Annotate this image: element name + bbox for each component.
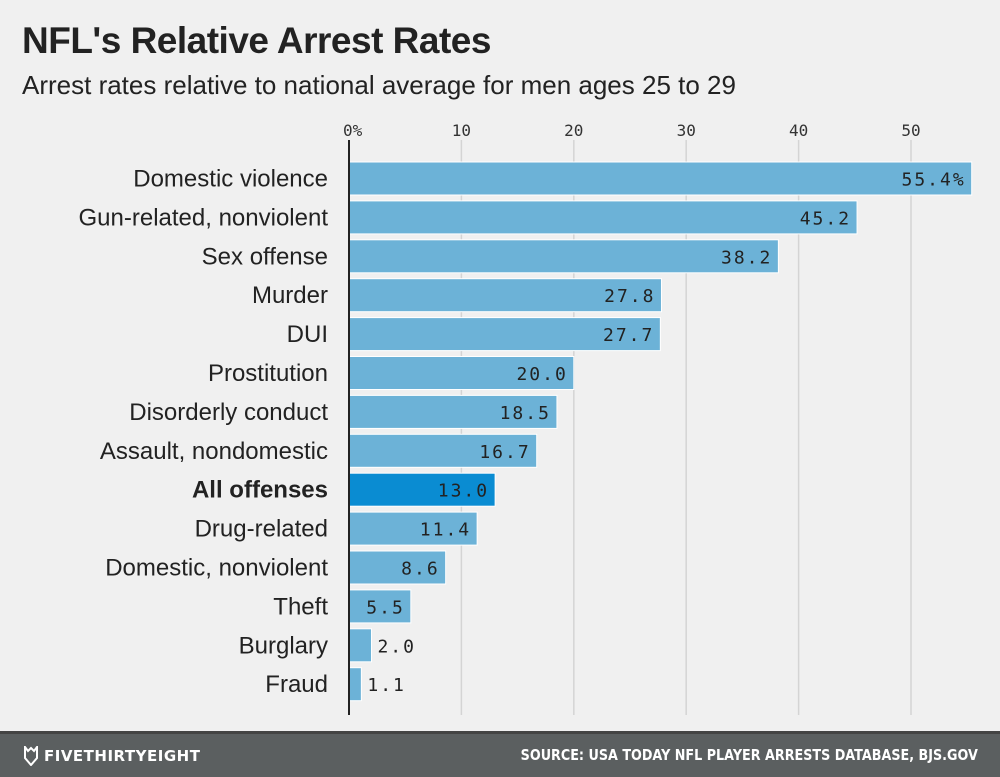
- value-label: 27.7: [603, 325, 654, 346]
- category-label: Theft: [273, 593, 328, 620]
- bar: [348, 628, 372, 663]
- bar: [348, 239, 779, 274]
- x-tick-label: 10: [452, 121, 471, 140]
- footer: FIVETHIRTYEIGHT SOURCE: USA TODAY NFL PL…: [0, 731, 1000, 777]
- value-label: 13.0: [438, 481, 489, 502]
- x-tick-label: 20: [564, 121, 583, 140]
- category-label: Prostitution: [208, 360, 328, 387]
- value-label: 27.8: [604, 286, 655, 307]
- value-label: 55.4%: [902, 170, 966, 191]
- fivethirtyeight-logo-icon: [24, 746, 38, 766]
- category-label: Fraud: [265, 671, 328, 698]
- brand-name: FIVETHIRTYEIGHT: [44, 747, 201, 765]
- bar: [348, 550, 447, 585]
- source-note: SOURCE: USA TODAY NFL PLAYER ARRESTS DAT…: [520, 746, 978, 764]
- value-label: 2.0: [377, 636, 416, 657]
- value-label: 18.5: [500, 403, 551, 424]
- category-label: Burglary: [239, 632, 328, 659]
- chart-title: NFL's Relative Arrest Rates: [22, 20, 491, 61]
- category-label: DUI: [287, 321, 328, 348]
- category-label: Domestic violence: [133, 166, 328, 193]
- bar: [348, 161, 973, 196]
- value-label: 5.5: [366, 597, 405, 618]
- category-label: Murder: [252, 282, 328, 309]
- bar: [348, 472, 496, 507]
- category-label: Assault, nondomestic: [100, 438, 328, 465]
- bar: [348, 278, 662, 313]
- x-tick-label: 40: [789, 121, 808, 140]
- category-label: Gun-related, nonviolent: [79, 204, 329, 231]
- bar: [348, 433, 538, 468]
- bar: [348, 317, 661, 352]
- value-label: 11.4: [420, 520, 471, 541]
- value-label: 45.2: [800, 208, 851, 229]
- bar: [348, 667, 362, 702]
- x-tick-label: 30: [677, 121, 696, 140]
- category-label: Disorderly conduct: [129, 399, 328, 426]
- brand: FIVETHIRTYEIGHT: [24, 746, 200, 766]
- category-label: Domestic, nonviolent: [105, 555, 328, 582]
- x-tick-label: 50: [901, 121, 920, 140]
- bar-chart: 0% 10 20 30 40 50 Domestic violence 55.4% Gun-re…: [79, 121, 973, 715]
- bar: [348, 511, 478, 546]
- x-tick-label: 0%: [343, 121, 363, 140]
- value-label: 38.2: [721, 247, 772, 268]
- value-label: 1.1: [367, 675, 406, 696]
- value-label: 16.7: [479, 442, 530, 463]
- bar: [348, 589, 412, 624]
- category-label: Drug-related: [195, 516, 328, 543]
- bar: [348, 200, 858, 235]
- bar: [348, 394, 558, 429]
- category-label: Sex offense: [202, 243, 328, 270]
- value-label: 20.0: [516, 364, 567, 385]
- chart-subtitle: Arrest rates relative to national averag…: [22, 70, 736, 100]
- value-label: 8.6: [401, 559, 440, 580]
- category-label: All offenses: [192, 477, 328, 504]
